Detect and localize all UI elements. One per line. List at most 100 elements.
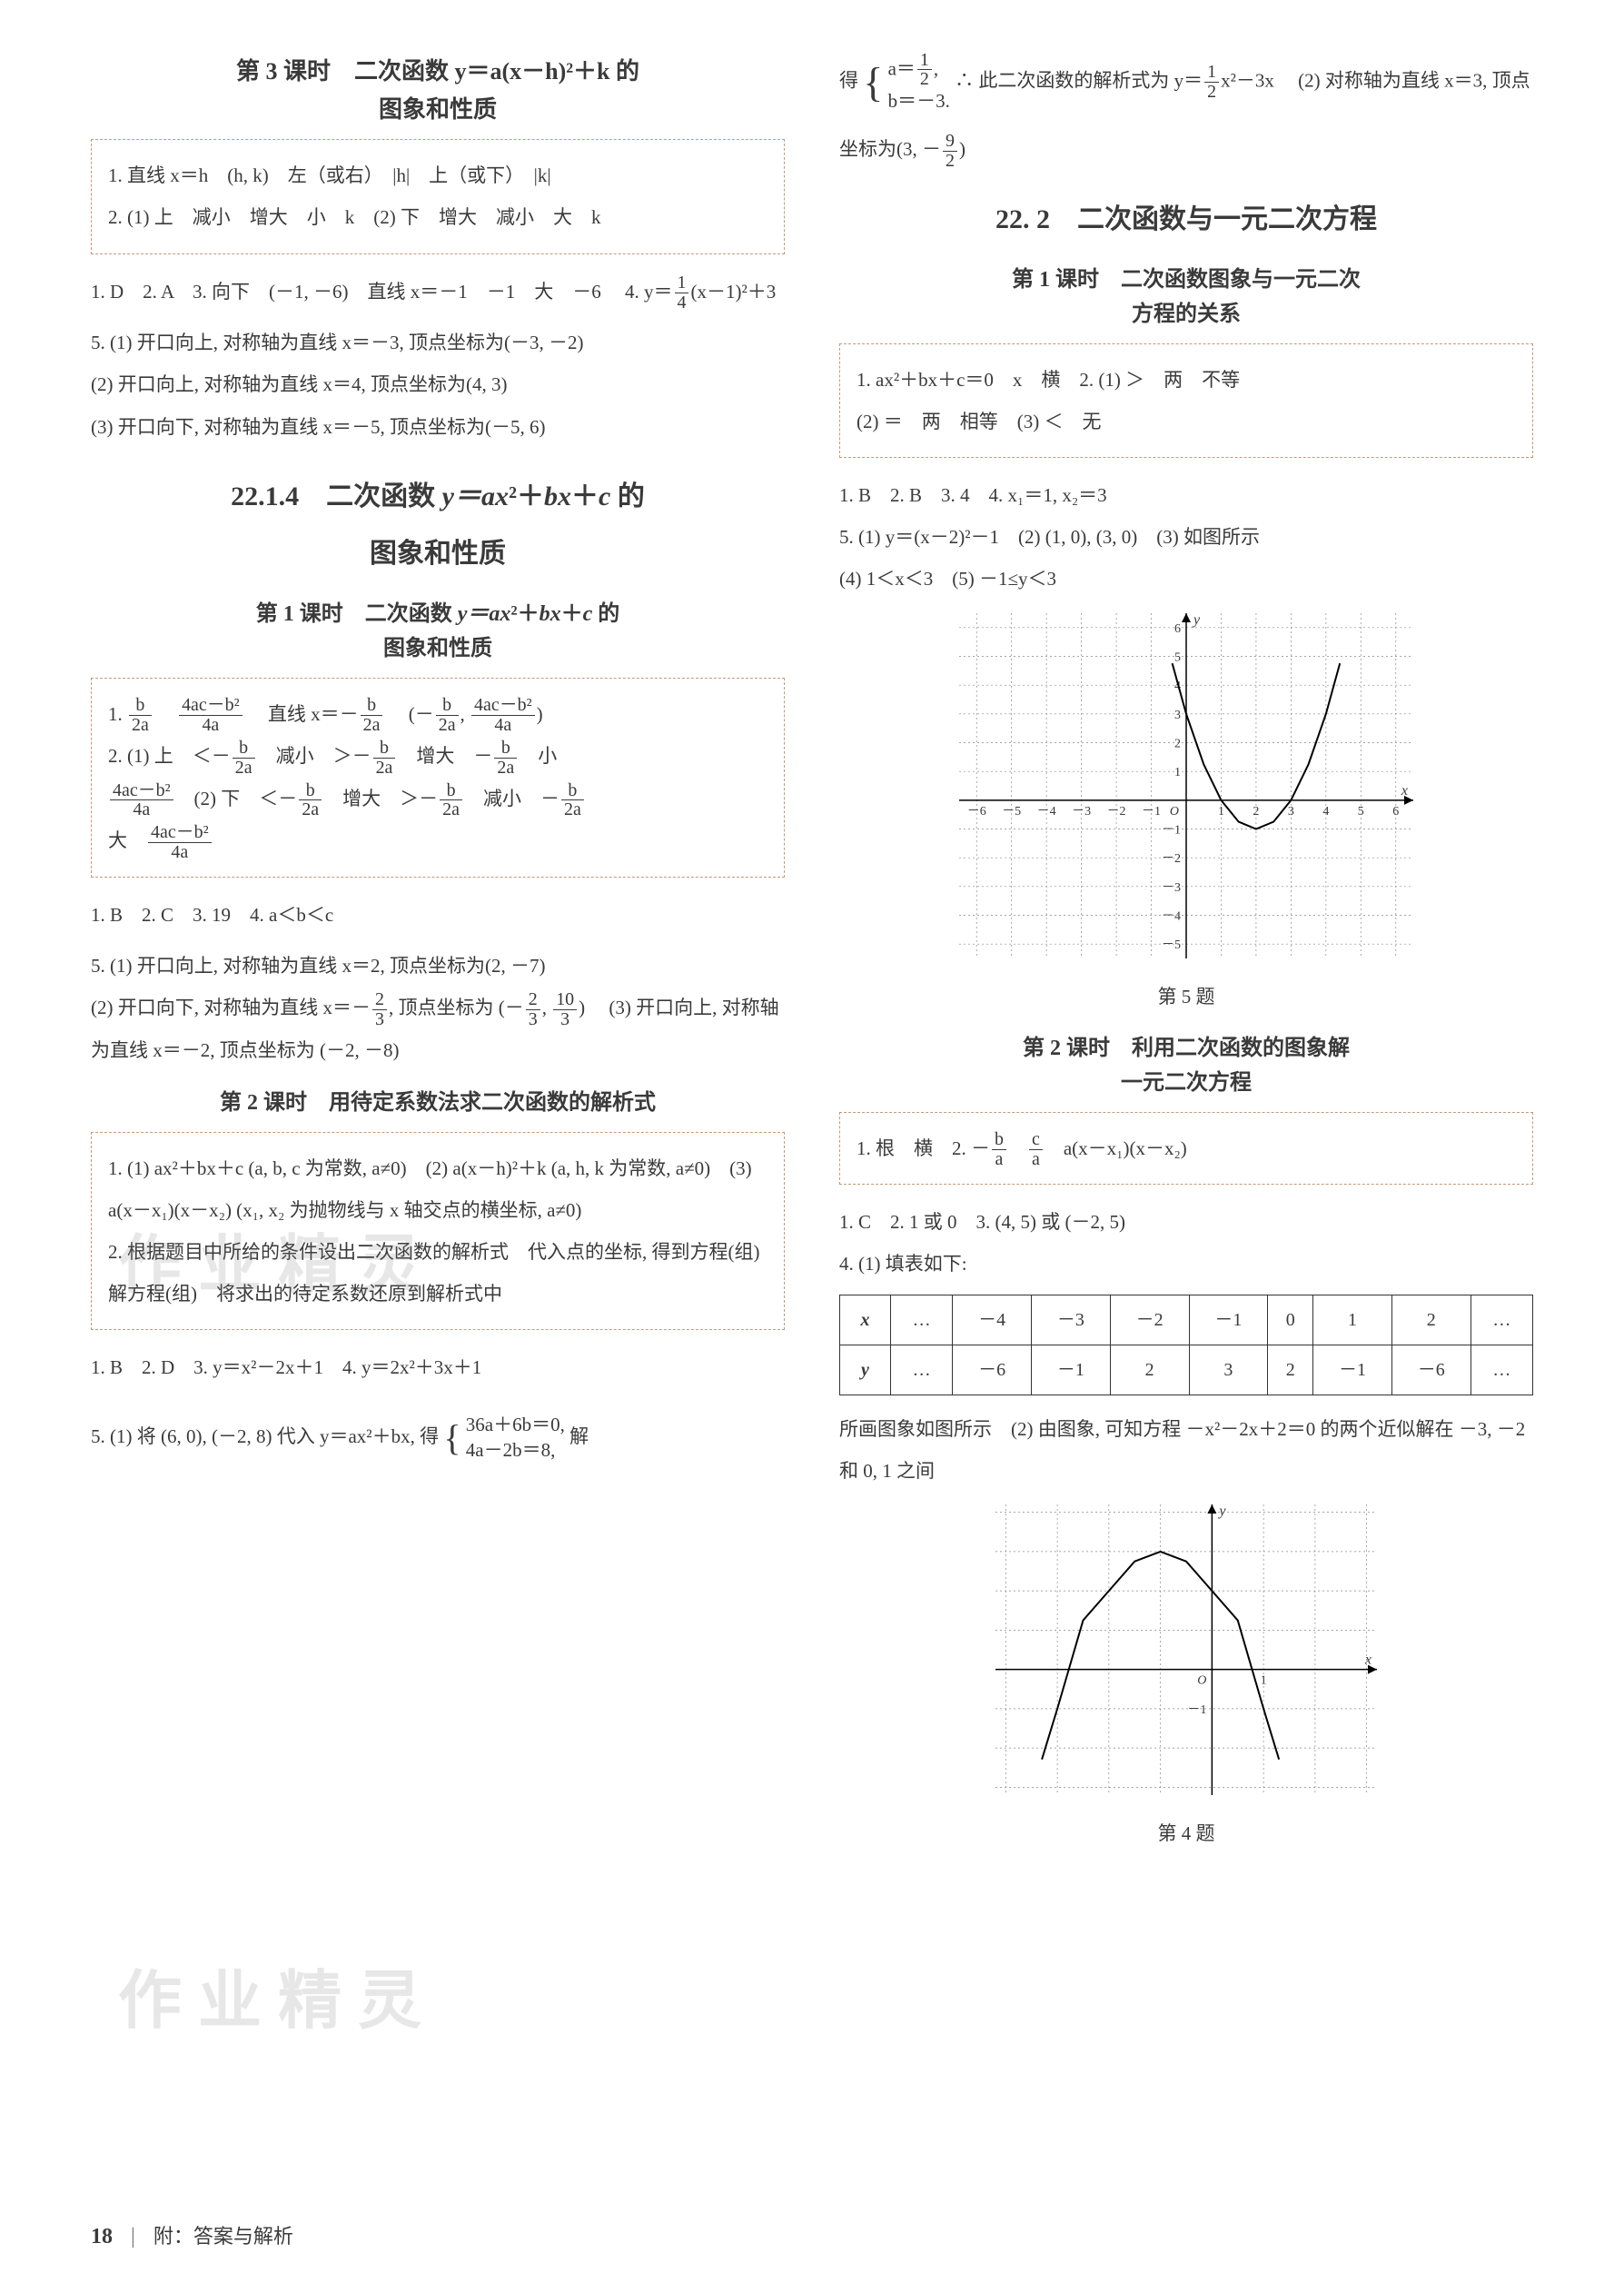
table-cell: 2: [1110, 1345, 1189, 1395]
svg-text:y: y: [1217, 1504, 1226, 1519]
svg-text:1: 1: [1261, 1674, 1267, 1688]
right-p2-box: 1. 根 横 2. －ba ca a(x－x₁)(x－x₂): [839, 1112, 1533, 1186]
sec3-box-l1: 1. 直线 x＝h (h, k) 左（或右） |h| 上（或下） |k|: [108, 154, 767, 196]
sec222-box-l1: 1. ax²＋bx＋c＝0 x 横 2. (1) ＞ 两 不等: [857, 359, 1516, 401]
table-cell: …: [1471, 1295, 1532, 1345]
sec3-ans-a: 1. D 2. A 3. 向下 (－1, －6) 直线 x＝－1 －1 大 －6: [91, 281, 601, 303]
table-row: y … －6 －1 2 3 2 －1 －6 …: [840, 1345, 1533, 1395]
chart5: －6－5－4－3－2－1123456－5－4－3－2－1123456Oxy: [959, 613, 1413, 958]
page-footer: 18 | 附：答案与解析: [91, 2214, 293, 2259]
sec3-frac14: 14: [675, 273, 689, 313]
sec3-box-l2: 2. (1) 上 减小 增大 小 k (2) 下 增大 减小 大 k: [108, 196, 767, 238]
sec222-chapter: 22. 2 二次函数与一元二次方程: [839, 191, 1533, 248]
sec3-ans5-l1: 5. (1) 开口向上, 对称轴为直线 x＝－3, 顶点坐标为(－3, －2): [91, 322, 785, 363]
sec3-ans-b-post: (x－1)²＋3: [690, 281, 776, 303]
sec3-title-l1: 第 3 课时 二次函数 y＝a(x－h)²＋k 的: [91, 53, 785, 91]
table-cell: －1: [1032, 1345, 1111, 1395]
svg-text:1: 1: [1218, 804, 1224, 818]
table-cell: 2: [1391, 1295, 1471, 1345]
sec222-p1-title-l1: 第 1 课时 二次函数图象与一元二次: [839, 263, 1533, 297]
sec2214-p1-title: 第 1 课时 二次函数 y＝ax²＋bx＋c 的图象和性质: [91, 597, 785, 667]
svg-text:5: 5: [1174, 650, 1181, 664]
table4-xhead: x: [840, 1295, 891, 1345]
table-cell: －2: [1110, 1295, 1189, 1345]
svg-text:2: 2: [1253, 804, 1259, 818]
table-cell: …: [1471, 1345, 1532, 1395]
sec222-box-l2: (2) ＝ 两 相等 (3) ＜ 无: [857, 401, 1516, 442]
table4-yhead: y: [840, 1345, 891, 1395]
sec-p2-box-l1: 1. (1) ax²＋bx＋c (a, b, c 为常数, a≠0) (2) a…: [108, 1147, 767, 1231]
svg-text:3: 3: [1174, 708, 1181, 721]
table-cell: 1: [1313, 1295, 1392, 1345]
sec3-ans5-l2: (2) 开口向上, 对称轴为直线 x＝4, 顶点坐标为(4, 3): [91, 363, 785, 405]
sec222-p1-title-l2: 方程的关系: [839, 297, 1533, 332]
right-p2-title: 第 2 课时 利用二次函数的图象解 一元二次方程: [839, 1031, 1533, 1101]
sec2214-ans5: 5. (1) 开口向上, 对称轴为直线 x＝2, 顶点坐标为(2, －7) (2…: [91, 945, 785, 1071]
svg-text:2: 2: [1174, 737, 1181, 750]
sec2214-box-l1: 1. b2a 4ac－b²4a 直线 x＝－b2a (－b2a, 4ac－b²4…: [108, 693, 767, 736]
table-cell: －4: [953, 1295, 1032, 1345]
sec3-ans: 1. D 2. A 3. 向下 (－1, －6) 直线 x＝－1 －1 大 －6…: [91, 271, 785, 313]
right-p2-box-l1: 1. 根 横 2. －ba ca a(x－x₁)(x－x₂): [857, 1127, 1516, 1170]
sec2214-ans1: 1. B 2. C 3. 19 4. a＜b＜c: [91, 894, 785, 936]
svg-text:－5: －5: [1162, 938, 1181, 952]
svg-text:6: 6: [1174, 621, 1181, 635]
table4: x … －4 －3 －2 －1 0 1 2 … y … －6 －1 2 3 2 …: [839, 1295, 1533, 1395]
right-p2-ans: 1. C 2. 1 或 0 3. (4, 5) 或 (－2, 5) 4. (1)…: [839, 1201, 1533, 1285]
sec-p2-box-l2: 2. 根据题目中所给的条件设出二次函数的解析式 代入点的坐标, 得到方程(组) …: [108, 1231, 767, 1315]
chart4-wrap: O1－1xy 第 4 题: [839, 1504, 1533, 1853]
sec3-title-l2: 图象和性质: [91, 91, 785, 129]
sec3-ans-b-pre: 4. y＝: [625, 281, 673, 303]
table-cell: －6: [953, 1345, 1032, 1395]
sec222-ans: 1. B 2. B 3. 4 4. x₁＝1, x₂＝3 5. (1) y＝(x…: [839, 474, 1533, 601]
footer-label: 附：答案与解析: [153, 2225, 293, 2248]
right-p2-title-l1: 第 2 课时 利用二次函数的图象解: [839, 1031, 1533, 1066]
svg-text:5: 5: [1358, 804, 1364, 818]
table-cell: －3: [1032, 1295, 1111, 1345]
sec3-title: 第 3 课时 二次函数 y＝a(x－h)²＋k 的 图象和性质: [91, 53, 785, 128]
sec3-ans5-l3: (3) 开口向下, 对称轴为直线 x＝－5, 顶点坐标为(－5, 6): [91, 406, 785, 448]
right-p2-ans-l1: 1. C 2. 1 或 0 3. (4, 5) 或 (－2, 5): [839, 1201, 1533, 1243]
chart4-caption: 第 4 题: [839, 1813, 1533, 1853]
table-cell: …: [891, 1295, 953, 1345]
sec-p2-ans1: 1. B 2. D 3. y＝x²－2x＋1 4. y＝2x²＋3x＋1: [91, 1346, 785, 1388]
svg-text:O: O: [1170, 804, 1179, 818]
svg-text:3: 3: [1288, 804, 1294, 818]
right-column: 得 { a＝12, b＝－3. ∴ 此二次函数的解析式为 y＝12x²－3x (…: [839, 36, 1533, 2228]
right-cont-post: x²－3x: [1221, 69, 1274, 91]
sec-p2-ans5-post: 解: [569, 1424, 589, 1446]
svg-text:1: 1: [1174, 766, 1181, 779]
svg-text:－5: －5: [1002, 804, 1021, 818]
sec222-ans-l2: 5. (1) y＝(x－2)²－1 (2) (1, 0), (3, 0) (3)…: [839, 516, 1533, 558]
footer-sep: |: [131, 2225, 135, 2248]
svg-text:－2: －2: [1162, 852, 1181, 866]
sec222-box: 1. ax²＋bx＋c＝0 x 横 2. (1) ＞ 两 不等 (2) ＝ 两 …: [839, 343, 1533, 458]
svg-text:－1: －1: [1187, 1703, 1206, 1717]
page: 作业精灵 作业精灵 第 3 课时 二次函数 y＝a(x－h)²＋k 的 图象和性…: [0, 0, 1624, 2283]
svg-text:4: 4: [1322, 804, 1329, 818]
sec-p2-title: 第 2 课时 用待定系数法求二次函数的解析式: [91, 1086, 785, 1120]
sec222-ans-l3: (4) 1＜x＜3 (5) －1≤y＜3: [839, 558, 1533, 600]
sec3-ans5: 5. (1) 开口向上, 对称轴为直线 x＝－3, 顶点坐标为(－3, －2) …: [91, 322, 785, 448]
sec222-p1-title: 第 1 课时 二次函数图象与一元二次 方程的关系: [839, 263, 1533, 333]
sec-p2-box: 1. (1) ax²＋bx＋c (a, b, c 为常数, a≠0) (2) a…: [91, 1132, 785, 1331]
svg-text:－3: －3: [1162, 880, 1181, 894]
sec-p2-brace2: 4a－2b＝8,: [466, 1439, 556, 1461]
table-cell: …: [891, 1345, 953, 1395]
svg-text:x: x: [1401, 782, 1408, 798]
table-cell: 0: [1268, 1295, 1313, 1345]
svg-text:－6: －6: [967, 804, 986, 818]
sec2214-box-l4: 大 4ac－b²4a: [108, 819, 767, 862]
sec-p2-ans5-pre: 5. (1) 将 (6, 0), (－2, 8) 代入 y＝ax²＋bx, 得: [91, 1424, 439, 1446]
chart4: O1－1xy: [995, 1504, 1377, 1795]
table-cell: －1: [1313, 1345, 1392, 1395]
svg-text:O: O: [1197, 1674, 1206, 1688]
sec2214-box-l3: 4ac－b²4a (2) 下 ＜－b2a 增大 ＞－b2a 减小 －b2a: [108, 778, 767, 820]
right-cont-pre: 得: [839, 69, 858, 91]
sec2214-box: 1. b2a 4ac－b²4a 直线 x＝－b2a (－b2a, 4ac－b²4…: [91, 678, 785, 878]
sec3-box: 1. 直线 x＝h (h, k) 左（或右） |h| 上（或下） |k| 2. …: [91, 139, 785, 253]
left-column: 第 3 课时 二次函数 y＝a(x－h)²＋k 的 图象和性质 1. 直线 x＝…: [91, 36, 785, 2228]
table-cell: 2: [1268, 1345, 1313, 1395]
table-cell: 3: [1189, 1345, 1268, 1395]
svg-text:－4: －4: [1037, 804, 1056, 818]
